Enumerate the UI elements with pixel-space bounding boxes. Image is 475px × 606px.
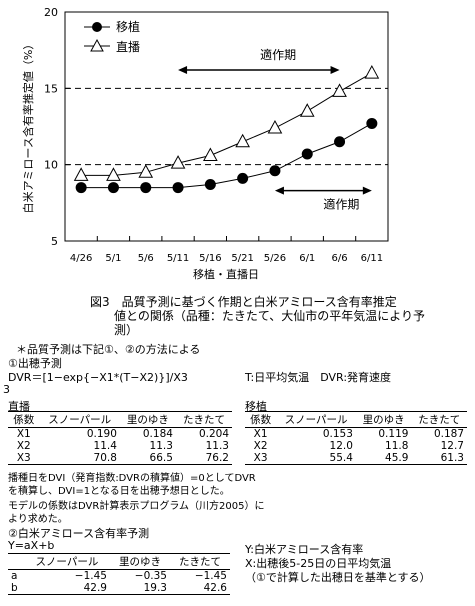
note-heading-prediction: ①出穂予測	[8, 357, 62, 370]
table-header: 係数	[8, 411, 40, 428]
table-row: X2 11.4 11.3 11.3	[16, 440, 229, 452]
note-para-2: を積算し、DVI=1となる日を出穂予想日とした。	[8, 486, 230, 497]
amylose-formula: Y=aX+b	[8, 539, 55, 552]
table-header: たきたて	[175, 411, 232, 428]
table-header: スノーパール	[23, 553, 110, 570]
series-line-1	[81, 72, 373, 176]
data-point-transplant	[204, 179, 216, 191]
annotation-label: 適作期	[260, 47, 296, 62]
x-tick-label: 5/1	[105, 253, 121, 264]
amylose-def-note: （①で計算した出穂日を基準とする）	[245, 571, 431, 584]
note-para-3: モデルの係数はDVR計算表示プログラム（川方2005）に	[8, 501, 265, 512]
x-tick-label: 5/21	[231, 253, 253, 264]
x-tick-label: 5/26	[264, 253, 286, 264]
table-row: a −1.45 −0.35 −1.45	[11, 570, 227, 582]
y-axis-label: 白米アミロース含有率推定値（%）	[21, 39, 35, 214]
legend-marker-direct	[90, 38, 104, 52]
amylose-def-y: Y:白米アミロース含有率	[245, 543, 364, 556]
data-point-direct	[203, 147, 218, 162]
formula-exponent: 3	[3, 383, 10, 396]
table-row: X1 0.190 0.184 0.204	[16, 428, 229, 440]
y-tick-label: 10	[44, 159, 58, 172]
legend-label-direct: 直播	[116, 40, 140, 54]
annotation-arrow-head	[178, 66, 188, 75]
amylose-heading: ②白米アミロース含有率予測	[8, 527, 150, 540]
table-row: X2 12.0 11.8 12.7	[253, 440, 464, 452]
formula-legend: T:日平均気温 DVR:発育速度	[245, 371, 392, 384]
data-point-transplant	[366, 117, 378, 129]
table-header: スノーパール	[276, 411, 356, 428]
table-header: たきたて	[169, 553, 230, 570]
x-tick-label: 5/16	[199, 253, 221, 264]
table-header: たきたて	[411, 411, 467, 428]
table-header: 里のゆき	[109, 553, 170, 570]
table-header	[8, 553, 24, 570]
table-header: 里のゆき	[119, 411, 176, 428]
note-para-4: より求めた。	[8, 514, 68, 525]
data-point-direct	[332, 83, 347, 97]
table-amylose: スノーパール 里のゆき たきたて a −1.45 −0.35 −1.45 b 42.9 1…	[8, 553, 230, 595]
x-tick-label: 5/6	[138, 253, 154, 264]
y-tick-label: 20	[44, 6, 58, 19]
formula-dvr: DVR＝[1−exp{−X1*(T−X2)}]/X3	[8, 371, 188, 384]
x-tick-label: 6/11	[361, 253, 383, 264]
table-header: 係数	[245, 411, 277, 428]
y-tick-label: 5	[51, 235, 58, 248]
data-point-transplant	[172, 182, 184, 194]
y-tick-label: 15	[44, 82, 58, 95]
x-tick-label: 5/11	[167, 253, 189, 264]
table-direct: 係数 スノーパール 里のゆき たきたて X1 0.190 0.184 0.204 X2…	[8, 411, 232, 465]
table-direct-title: 直播	[8, 400, 30, 413]
table-row: b 42.9 19.3 42.6	[11, 582, 227, 594]
series-line-0	[81, 123, 373, 189]
data-point-direct	[170, 155, 186, 169]
legend-marker-transplant	[92, 22, 102, 32]
table-transplant: 係数 スノーパール 里のゆき たきたて X1 0.153 0.119 0.187 X2…	[245, 411, 467, 465]
data-point-transplant	[334, 136, 346, 148]
data-point-direct	[299, 103, 315, 117]
data-point-direct	[267, 119, 283, 134]
note-method: ＊品質予測は下記①、②の方法による	[16, 343, 201, 356]
data-point-transplant	[140, 182, 152, 194]
amylose-def-x: X:出穂後5-25日の日平均気温	[245, 557, 392, 570]
x-axis-label: 移植・直播日	[193, 267, 259, 281]
table-header: 里のゆき	[355, 411, 412, 428]
x-tick-label: 4/26	[70, 253, 92, 264]
data-point-transplant	[107, 182, 119, 194]
data-point-direct	[235, 133, 250, 148]
data-point-transplant	[269, 165, 281, 177]
x-tick-label: 6/1	[299, 253, 315, 264]
annotation-arrow-head	[330, 66, 340, 75]
data-point-direct	[106, 167, 121, 181]
caption-line-2: 値との関係（品種：たきたて、大仙市の平年気温により予	[114, 309, 426, 323]
annotation-arrow-head	[362, 186, 372, 195]
annotation-arrow-head	[274, 186, 284, 195]
caption-line-1: 図3 品質予測に基づく作期と白米アミロース含有率推定	[90, 295, 397, 309]
table-header: スノーパール	[39, 411, 120, 428]
x-tick-label: 6/6	[332, 253, 348, 264]
amylose-chart: 5 10 15 20 4/26 5/1 5/6 5/11 5/16 5/21 5/26 6/1 6/6…	[21, 6, 389, 281]
data-point-transplant	[75, 182, 87, 194]
caption-line-3: 測）	[114, 323, 139, 337]
table-row: X1 0.153 0.119 0.187	[253, 428, 464, 440]
data-point-direct	[138, 164, 154, 178]
note-para-1: 播種日をDVI（発育指数:DVRの積算値）=0としてDVR	[8, 473, 256, 484]
legend-label-transplant: 移植	[116, 19, 140, 34]
data-point-transplant	[237, 172, 249, 184]
table-row: X3 55.4 45.9 61.3	[253, 452, 464, 464]
data-point-direct	[73, 167, 89, 181]
data-point-direct	[364, 65, 380, 79]
table-row: X3 70.8 66.5 76.2	[16, 452, 229, 464]
legend: 移植 直播	[84, 19, 140, 54]
data-point-transplant	[301, 148, 313, 160]
annotation-label: 適作期	[323, 197, 359, 212]
table-transplant-title: 移植	[245, 400, 267, 413]
